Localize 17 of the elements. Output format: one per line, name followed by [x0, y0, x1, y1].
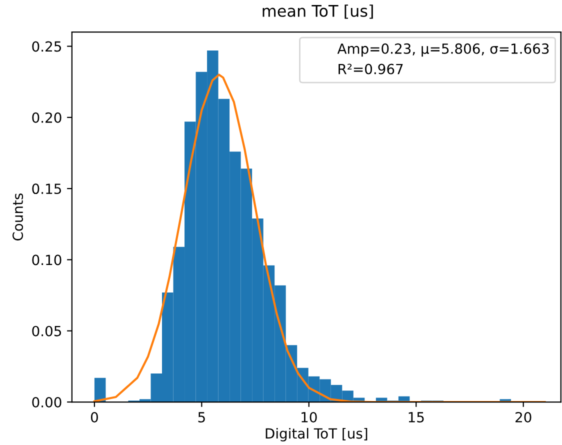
y-tick-label: 0.10: [32, 254, 62, 266]
y-tick-label: 0.05: [32, 326, 61, 336]
line-series: [93, 74, 546, 402]
y-tick-label: 0.00: [32, 396, 62, 408]
y-tick-label: 0.20: [32, 112, 62, 123]
x-tick-label: 0: [90, 412, 98, 422]
text: mean ToT [us]: [262, 4, 373, 19]
x-tick-label: 15: [408, 412, 424, 422]
y-tick-label: 0.15: [32, 184, 61, 194]
annotation: Amp=0.23, μ=5.806, σ=1.663: [337, 43, 549, 57]
x-axis-title: Digital ToT [us]: [266, 428, 368, 442]
x-tick-label: 10: [302, 412, 317, 422]
x-tick-label: 5: [198, 412, 205, 422]
y-axis-title: Counts: [12, 193, 24, 240]
y-tick-label: 0.25: [32, 41, 61, 52]
x-tick-label: 20: [516, 412, 532, 422]
annotation: R²=0.967: [338, 64, 403, 74]
